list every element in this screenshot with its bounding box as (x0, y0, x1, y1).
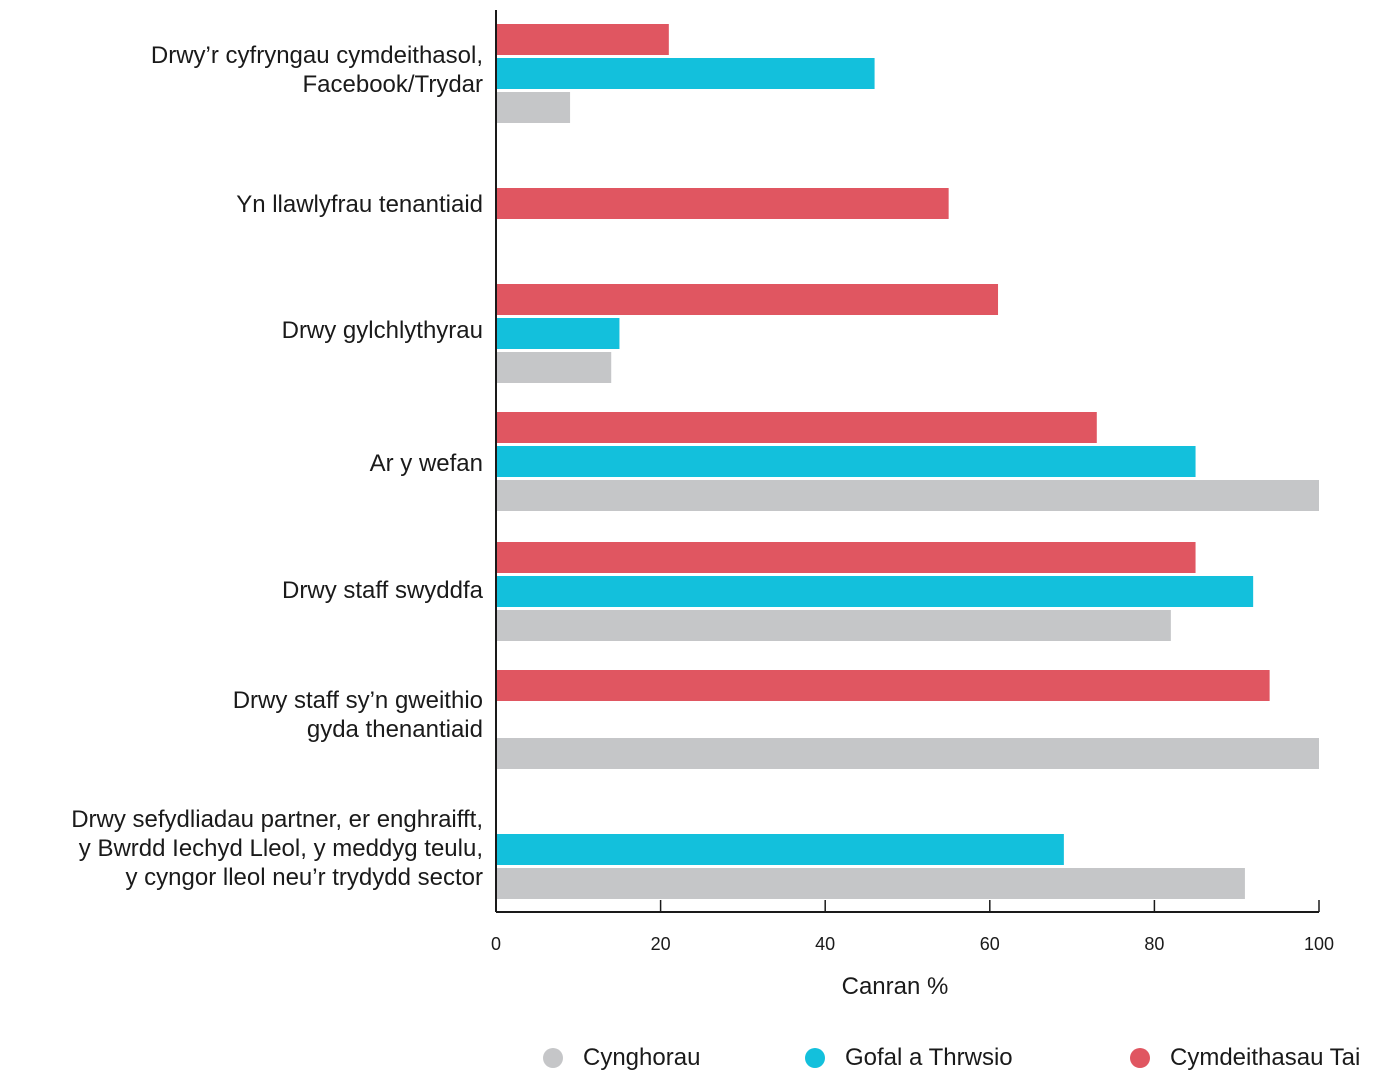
bar-gofal-a-thrwsio-6 (496, 834, 1064, 865)
category-label-1: Yn llawlyfrau tenantiaid (236, 190, 483, 218)
bar-cynghorau-2 (496, 352, 612, 383)
x-tick-label-0: 0 (491, 934, 501, 954)
axes-group: 0 20 40 60 80 100 (491, 10, 1334, 954)
bar-cynghorau-4 (496, 610, 1171, 641)
bar-cymdeithasau-tai-0 (496, 24, 669, 55)
x-tick-label-100: 100 (1304, 934, 1334, 954)
bars-group (496, 24, 1319, 899)
bar-gofal-a-thrwsio-0 (496, 58, 875, 89)
bar-gofal-a-thrwsio-2 (496, 318, 620, 349)
bar-cymdeithasau-tai-1 (496, 188, 949, 219)
x-tick-label-40: 40 (815, 934, 835, 954)
legend-label-cymdeithasau: Cymdeithasau Tai (1170, 1044, 1361, 1071)
legend-swatch-cynghorau (543, 1048, 563, 1068)
bar-cynghorau-6 (496, 868, 1245, 899)
x-tick-label-80: 80 (1144, 934, 1164, 954)
legend-item-cymdeithasau: Cymdeithasau Tai (1130, 1044, 1360, 1072)
legend-label-cynghorau: Cynghorau (583, 1044, 701, 1071)
bar-cynghorau-0 (496, 92, 571, 123)
legend: Cynghorau Gofal a Thrwsio Cymdeithasau T… (0, 1044, 1389, 1074)
legend-swatch-cymdeithasau (1130, 1048, 1150, 1068)
category-label-6: Drwy sefydliadau partner, er enghraifft,… (71, 805, 483, 891)
category-label-3: Ar y wefan (369, 449, 483, 477)
bar-cynghorau-5 (496, 738, 1319, 769)
x-tick-label-60: 60 (980, 934, 1000, 954)
legend-swatch-gofal (805, 1048, 825, 1068)
category-label-5: Drwy staff sy’n gweithio gyda thenantiaid (232, 687, 483, 743)
category-label-2: Drwy gylchlythyrau (281, 316, 483, 344)
bar-cymdeithasau-tai-4 (496, 542, 1196, 573)
legend-label-gofal: Gofal a Thrwsio (845, 1044, 1013, 1071)
bar-cynghorau-3 (496, 480, 1319, 511)
bar-cymdeithasau-tai-2 (496, 284, 999, 315)
category-label-4: Drwy staff swyddfa (282, 576, 483, 604)
x-axis-title: Canran % (841, 973, 949, 1000)
legend-item-cynghorau: Cynghorau (543, 1044, 700, 1072)
bar-gofal-a-thrwsio-4 (496, 576, 1254, 607)
x-tick-label-20: 20 (651, 934, 671, 954)
category-label-0: Drwy’r cyfryngau cymdeithasol, Facebook/T… (150, 42, 483, 98)
bar-cymdeithasau-tai-5 (496, 670, 1270, 701)
bar-cymdeithasau-tai-3 (496, 412, 1097, 443)
legend-item-gofal: Gofal a Thrwsio (805, 1044, 1013, 1072)
bar-gofal-a-thrwsio-3 (496, 446, 1196, 477)
